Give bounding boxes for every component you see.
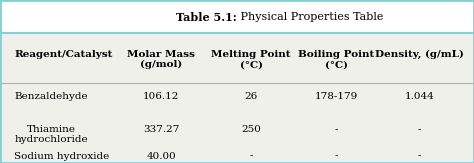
Text: Benzaldehyde: Benzaldehyde [14,92,88,101]
Text: Physical Properties Table: Physical Properties Table [237,12,383,22]
Text: Thiamine
hydrochloride: Thiamine hydrochloride [14,125,88,144]
Text: 337.27: 337.27 [143,125,179,134]
Text: Sodium hydroxide: Sodium hydroxide [14,152,109,161]
Text: Boiling Point
(°C): Boiling Point (°C) [299,50,374,69]
Text: Molar Mass
(g/mol): Molar Mass (g/mol) [127,50,195,69]
Text: -: - [335,152,338,161]
Text: -: - [418,152,421,161]
Text: Density, (g/mL): Density, (g/mL) [375,50,464,59]
Text: 106.12: 106.12 [143,92,179,101]
Text: -: - [335,125,338,134]
Text: Table 5.1:: Table 5.1: [176,12,237,23]
Text: 40.00: 40.00 [146,152,176,161]
Text: Reagent/Catalyst: Reagent/Catalyst [14,50,113,59]
Text: 250: 250 [241,125,261,134]
Bar [0,0,474,33]
Text: 178-179: 178-179 [315,92,358,101]
Text: 1.044: 1.044 [405,92,434,101]
Text: -: - [249,152,253,161]
Text: 26: 26 [245,92,258,101]
Text: -: - [418,125,421,134]
Text: Melting Point
(°C): Melting Point (°C) [211,50,291,69]
